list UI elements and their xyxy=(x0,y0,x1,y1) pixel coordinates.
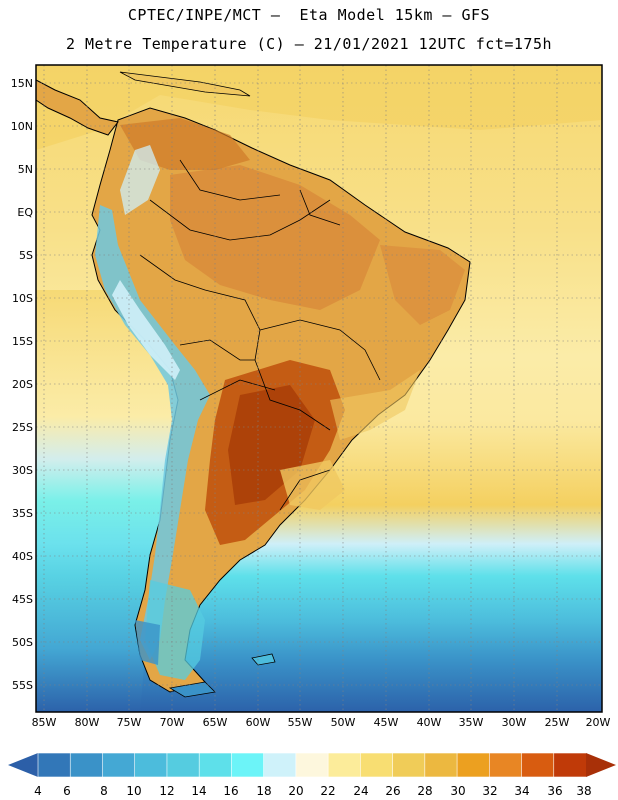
colorbar-label: 36 xyxy=(547,784,562,798)
colorbar-box xyxy=(327,752,362,778)
colorbar-label: 4 xyxy=(34,784,42,798)
lat-label: 20S xyxy=(12,378,33,391)
lon-label: 30W xyxy=(502,716,527,729)
central-america-land xyxy=(36,79,119,136)
northeast-brazil-region xyxy=(380,245,465,325)
lat-label: 10S xyxy=(12,292,33,305)
lat-label: 5N xyxy=(18,163,33,176)
uruguay-milder-region xyxy=(280,460,345,510)
colorbar-labels: 4 6 8 10 12 14 16 18 20 22 24 26 28 30 3… xyxy=(34,784,591,798)
colorbar-box xyxy=(360,752,394,778)
lat-label: 30S xyxy=(12,464,33,477)
lat-label: 40S xyxy=(12,550,33,563)
colorbar-box xyxy=(166,752,200,778)
colorbar-boxes xyxy=(37,752,587,778)
southern-andes-cold-region xyxy=(135,620,160,665)
colorbar-box xyxy=(37,752,72,778)
latitude-labels: 15N 10N 5N EQ 5S 10S 15S 20S 25S 30S 35S… xyxy=(11,77,34,692)
colorbar-high-arrow xyxy=(586,753,616,777)
lat-label: 50S xyxy=(12,636,33,649)
falkland-islands-land xyxy=(251,653,276,666)
country-borders xyxy=(139,159,381,511)
greater-antilles-land xyxy=(119,71,251,97)
colorbar: 4 6 8 10 12 14 16 18 20 22 24 26 28 30 3… xyxy=(8,752,616,798)
lat-label: 5S xyxy=(19,249,33,262)
lon-label: 65W xyxy=(203,716,228,729)
lon-label: 55W xyxy=(288,716,313,729)
colorbar-label: 18 xyxy=(256,784,271,798)
lon-label: 85W xyxy=(32,716,57,729)
colorbar-box xyxy=(295,752,329,778)
lon-label: 35W xyxy=(459,716,484,729)
colorbar-label: 26 xyxy=(385,784,400,798)
lon-label: 70W xyxy=(160,716,185,729)
lat-label: 25S xyxy=(12,421,33,434)
colorbar-label: 38 xyxy=(576,784,591,798)
colorbar-box xyxy=(198,752,233,778)
title-line-1: CPTEC/INPE/MCT – Eta Model 15km – GFS xyxy=(127,6,491,24)
lat-label: 45S xyxy=(12,593,33,606)
colorbar-box xyxy=(521,752,555,778)
colorbar-box xyxy=(392,752,426,778)
colombia-andes-cool-region xyxy=(120,145,160,215)
colorbar-box xyxy=(553,752,587,778)
colorbar-box xyxy=(102,752,136,778)
colorbar-label: 28 xyxy=(417,784,432,798)
longitude-labels: 85W 80W 75W 70W 65W 60W 55W 50W 45W 40W … xyxy=(32,716,611,729)
colorbar-label: 30 xyxy=(450,784,465,798)
colorbar-box xyxy=(69,752,104,778)
colorbar-label: 32 xyxy=(482,784,497,798)
map-frame xyxy=(35,64,603,713)
lat-label: 55S xyxy=(12,679,33,692)
lat-label: 10N xyxy=(11,120,33,133)
colorbar-label: 34 xyxy=(514,784,529,798)
colorbar-box xyxy=(456,752,491,778)
patagonia-cold-region xyxy=(145,580,205,680)
lon-label: 50W xyxy=(331,716,356,729)
colorbar-label: 24 xyxy=(353,784,368,798)
lon-label: 20W xyxy=(586,716,611,729)
title-line-2: 2 Metre Temperature (C) – 21/01/2021 12U… xyxy=(65,35,553,53)
southeast-brazil-milder-region xyxy=(330,370,420,440)
colorbar-label: 14 xyxy=(191,784,206,798)
colorbar-box xyxy=(488,752,523,778)
lon-label: 45W xyxy=(374,716,399,729)
colorbar-label: 10 xyxy=(126,784,141,798)
colorbar-box xyxy=(231,752,265,778)
lon-label: 60W xyxy=(246,716,271,729)
colorbar-low-arrow xyxy=(8,753,38,777)
lat-label: 15N xyxy=(11,77,33,90)
lon-label: 75W xyxy=(117,716,142,729)
map-field xyxy=(36,65,602,712)
amazon-warm-region xyxy=(170,165,380,310)
colorbar-label: 16 xyxy=(223,784,238,798)
lat-label: 15S xyxy=(12,335,33,348)
lon-label: 80W xyxy=(75,716,100,729)
colorbar-box xyxy=(134,752,168,778)
colorbar-label: 22 xyxy=(320,784,335,798)
colorbar-box xyxy=(263,752,297,778)
lat-label: EQ xyxy=(17,206,33,219)
lon-label: 40W xyxy=(417,716,442,729)
colorbar-label: 8 xyxy=(100,784,108,798)
colorbar-label: 12 xyxy=(159,784,174,798)
colorbar-box xyxy=(424,752,458,778)
colorbar-label: 6 xyxy=(63,784,71,798)
colorbar-label: 20 xyxy=(288,784,303,798)
andes-cold-strip xyxy=(95,205,210,660)
tierra-del-fuego-land xyxy=(168,681,216,698)
lon-label: 25W xyxy=(545,716,570,729)
lat-label: 35S xyxy=(12,507,33,520)
